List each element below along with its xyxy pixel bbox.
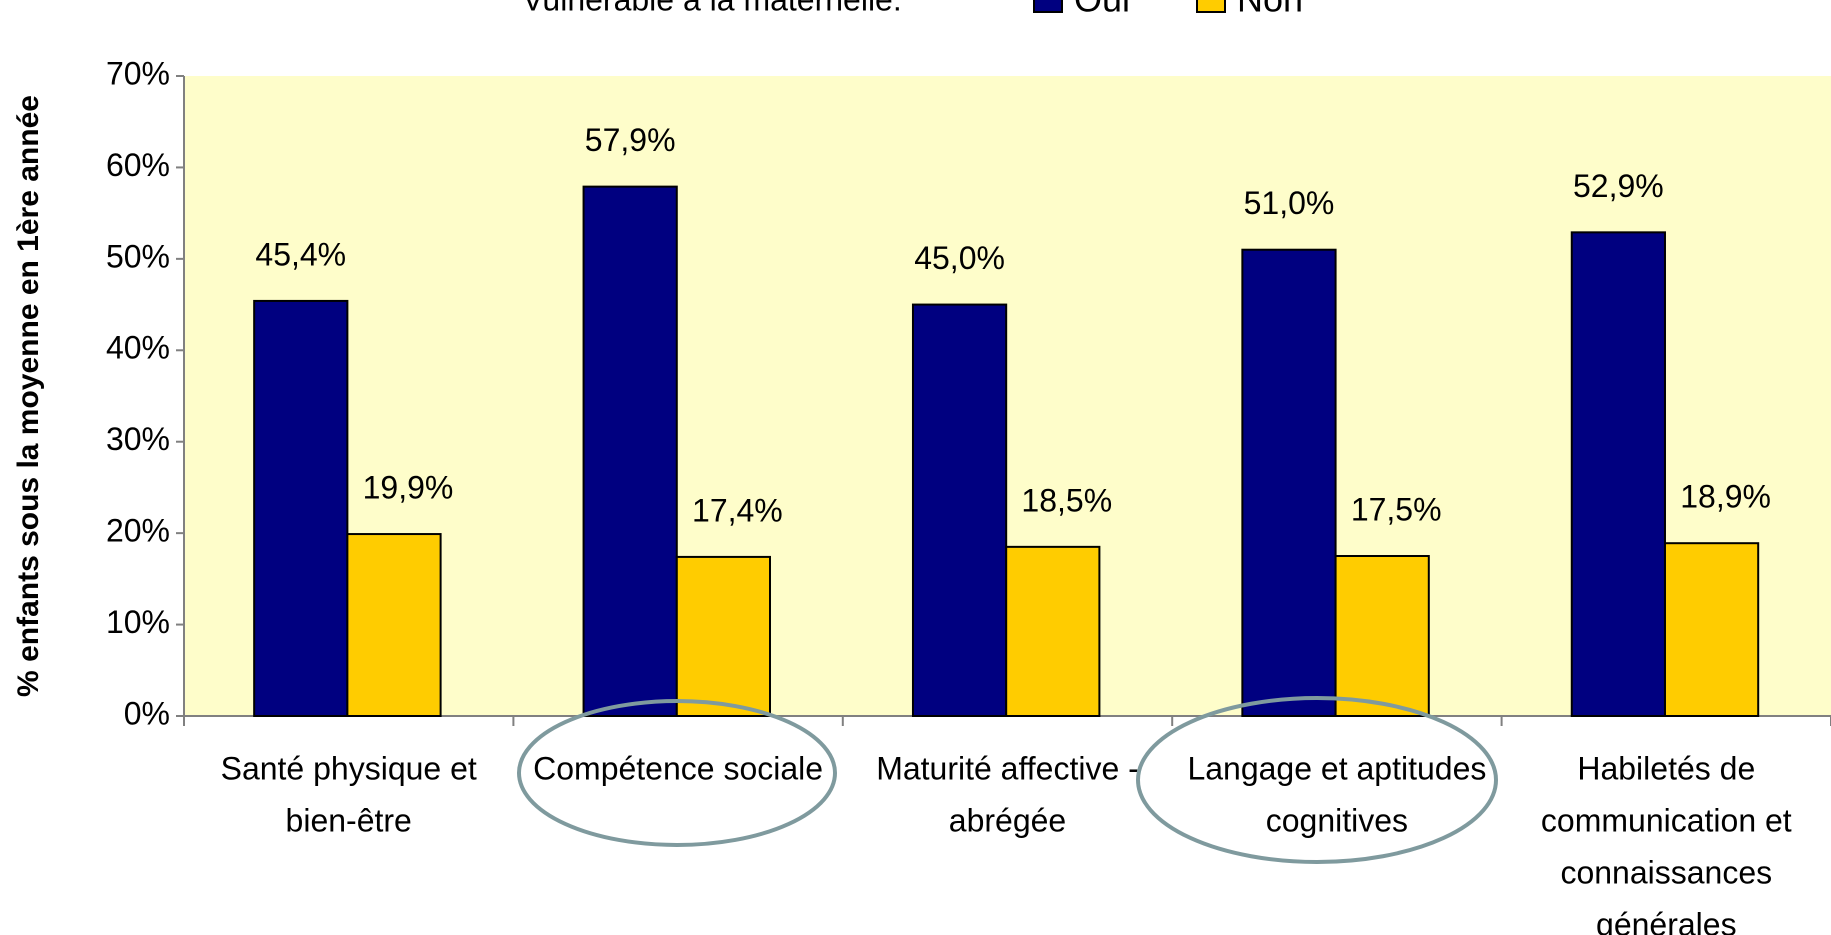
bar — [1663, 542, 1760, 718]
bar — [253, 299, 349, 717]
y-tick-label: 20% — [106, 513, 170, 549]
x-tick-label: communication et — [1541, 802, 1792, 838]
legend-label: Oui — [1074, 0, 1130, 20]
value-label: 18,9% — [1680, 479, 1771, 515]
value-label: 57,9% — [585, 122, 676, 158]
bar — [1334, 555, 1430, 717]
value-label: 45,4% — [255, 236, 346, 272]
legend-swatch — [1196, 0, 1226, 13]
y-tick-label: 30% — [106, 421, 170, 457]
y-tick-label: 70% — [106, 55, 170, 91]
x-tick-label: Habiletés de — [1577, 750, 1755, 786]
bar — [346, 533, 442, 717]
x-tick-label: abrégée — [949, 802, 1066, 838]
value-label: 51,0% — [1244, 185, 1335, 221]
highlight-ellipse — [1136, 696, 1498, 864]
x-tick-label: cognitives — [1266, 802, 1408, 838]
bar — [911, 303, 1008, 717]
y-tick-label: 60% — [106, 147, 170, 183]
bar — [582, 185, 678, 717]
x-tick-label: connaissances — [1560, 854, 1772, 890]
x-tick-label: Maturité affective - — [876, 750, 1139, 786]
value-label: 45,0% — [914, 240, 1005, 276]
y-tick-label: 10% — [106, 604, 170, 640]
chart-title: Vulnérable à la maternelle: — [522, 0, 901, 17]
value-label: 19,9% — [363, 470, 454, 506]
bar — [1241, 248, 1337, 717]
y-tick-label: 50% — [106, 238, 170, 274]
y-tick-label: 40% — [106, 330, 170, 366]
x-tick-label: Santé physique et — [221, 750, 477, 786]
x-tick-label: bien-être — [286, 802, 412, 838]
value-label: 17,5% — [1351, 491, 1442, 527]
value-label: 52,9% — [1573, 168, 1664, 204]
bar — [1570, 231, 1666, 717]
y-tick-label: 0% — [124, 695, 170, 731]
value-label: 18,5% — [1021, 482, 1112, 518]
x-tick-label: Compétence sociale — [533, 750, 823, 786]
x-tick-label: générales — [1596, 906, 1737, 935]
legend-swatch — [1033, 0, 1063, 13]
value-label: 17,4% — [692, 492, 783, 528]
legend-label: Non — [1237, 0, 1303, 20]
x-tick-label: Langage et aptitudes — [1187, 750, 1486, 786]
y-axis-label: % enfants sous la moyenne en 1ère année — [12, 95, 45, 697]
bar — [1005, 545, 1101, 717]
highlight-ellipse — [517, 699, 837, 847]
bar — [675, 555, 772, 718]
